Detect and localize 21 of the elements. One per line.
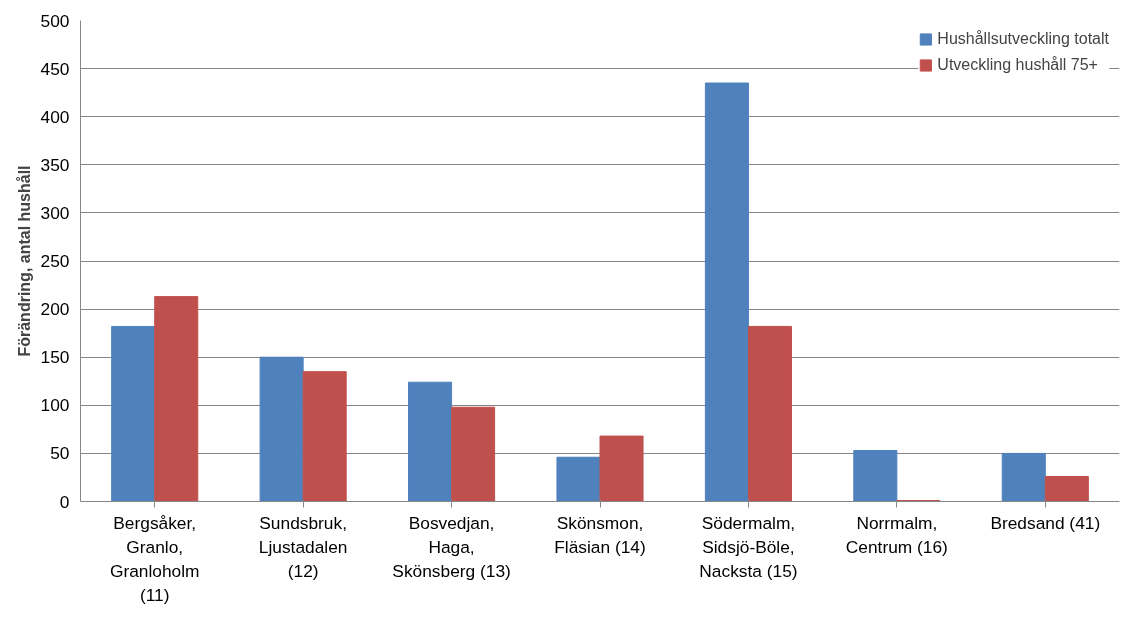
y-tick-label: 300 [40, 202, 70, 223]
y-tick-label: 250 [40, 251, 70, 271]
y-tick-label: 200 [40, 299, 70, 320]
y-tick-label: 400 [40, 106, 70, 127]
legend-label: Utveckling hushåll 75+ [937, 56, 1098, 74]
y-tick-label: 0 [59, 491, 70, 512]
x-tick-label: Skönsmon, Fläsian (14) [554, 512, 646, 557]
x-tick-label: Norrmalm, Centrum (16) [845, 512, 948, 557]
y-tick-label: 150 [40, 347, 70, 368]
y-axis-title: Förändring, antal hushåll [15, 165, 33, 357]
legend-label: Hushållsutveckling totalt [937, 30, 1109, 48]
y-tick-label: 450 [40, 58, 70, 79]
y-tick-label: 100 [40, 395, 70, 416]
y-tick-label: 50 [50, 443, 70, 464]
x-tick-label: Bosvedjan, Haga, Skönsberg (13) [392, 512, 511, 581]
x-tick-label: Södermalm, Sidsjö-Böle, Nacksta (15) [699, 512, 798, 581]
x-tick-label: Sundsbruk, Ljustadalen (12) [258, 512, 348, 581]
y-tick-label: 350 [40, 154, 70, 175]
x-tick-label: Bredsand (41) [990, 512, 1101, 533]
y-tick-label: 500 [40, 10, 70, 31]
x-tick-label: Bergsåker, Granlo, Granloholm (11) [109, 512, 200, 605]
